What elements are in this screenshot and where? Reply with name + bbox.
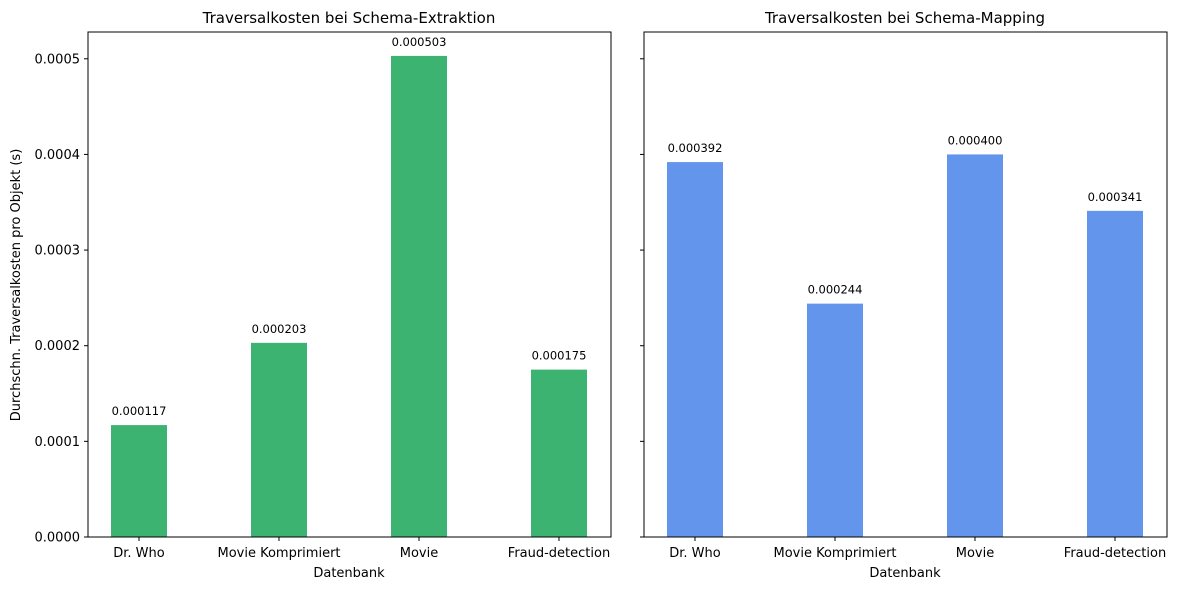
y-tick-label: 0.0002 (35, 339, 81, 354)
y-tick-label: 0.0003 (35, 244, 81, 259)
y-tick-label: 0.0000 (35, 531, 81, 546)
plot-frame (643, 31, 1168, 538)
bar-value-label: 0.000175 (532, 349, 587, 363)
bar-value-label: 0.000392 (668, 141, 723, 155)
bar-value-label: 0.000244 (808, 283, 863, 297)
bar-movie-komprimiert (251, 342, 307, 537)
bar-fraud-detection (1087, 210, 1143, 537)
chart-mapping: Traversalkosten bei Schema-Mapping 0.000… (640, 9, 1168, 581)
chart-title: Traversalkosten bei Schema-Mapping (764, 9, 1045, 27)
bar-movie (947, 154, 1003, 537)
x-axis-label: Datenbank (869, 566, 941, 581)
bar-dr-who (667, 162, 723, 538)
chart-extraction: Traversalkosten bei Schema-Extraktion 0.… (35, 9, 612, 581)
y-axis-label: Durchschn. Traversalkosten pro Objekt (s… (9, 149, 24, 422)
x-tick-label: Dr. Who (113, 546, 165, 561)
y-tick-label: 0.0005 (35, 52, 81, 67)
bar-value-label: 0.000400 (948, 133, 1003, 147)
bar-value-label: 0.000341 (1088, 190, 1143, 204)
x-tick-label: Movie (956, 546, 994, 561)
x-tick-label: Movie Komprimiert (217, 546, 340, 561)
plot-frame (87, 31, 612, 538)
x-tick-label: Movie Komprimiert (773, 546, 896, 561)
bar-movie-komprimiert (807, 303, 863, 537)
x-tick-label: Fraud-detection (1064, 546, 1166, 561)
bar-fraud-detection (531, 369, 587, 537)
x-tick-label: Fraud-detection (508, 546, 610, 561)
y-tick-label: 0.0004 (35, 148, 81, 163)
y-tick-label: 0.0001 (35, 435, 81, 450)
bar-movie (391, 55, 447, 538)
chart-marks: 0.000392 Dr. Who 0.000244 Movie Komprimiert… (640, 58, 1166, 561)
x-tick-label: Dr. Who (669, 546, 721, 561)
chart-title: Traversalkosten bei Schema-Extraktion (202, 9, 496, 27)
bar-value-label: 0.000503 (392, 35, 447, 49)
x-axis-label: Datenbank (313, 566, 385, 581)
chart-marks: 0.000117 Dr. Who 0.000203 Movie Komprimiert… (35, 35, 611, 561)
x-tick-label: Movie (400, 546, 438, 561)
bar-value-label: 0.000203 (252, 322, 307, 336)
bar-value-label: 0.000117 (112, 404, 167, 418)
bar-dr-who (111, 425, 167, 537)
